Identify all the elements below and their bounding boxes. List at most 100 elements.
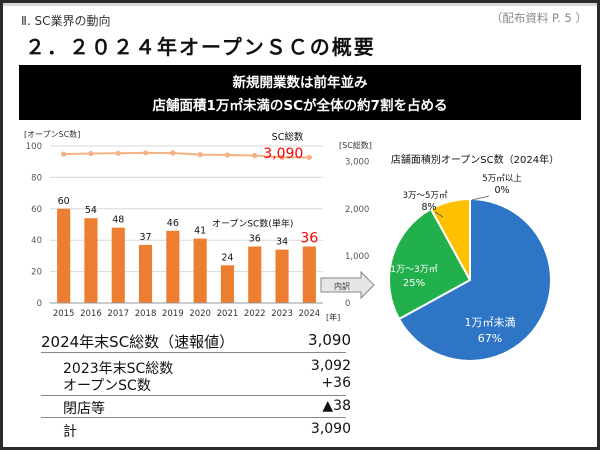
headline-banner: 新規開業数は前年並み 店舗面積1万㎡未満のSCが全体の約7割を占める (19, 65, 581, 120)
banner-line-1: 新規開業数は前年並み (232, 75, 368, 91)
summary-row-value: 3,092 (310, 358, 351, 374)
slide-top-strip (3, 3, 597, 6)
pie-slice (429, 197, 471, 281)
y-tick-label-right: 1,000 (345, 252, 369, 262)
summary-row: オープンSC数 +36 (41, 375, 351, 395)
bar-data-label: 41 (194, 226, 206, 237)
summary-divider (41, 417, 346, 418)
page-title: ２．２０２４年オープンＳＣの概要 (25, 35, 376, 59)
right-axis-label: [SC総数] (339, 140, 372, 150)
line-point-sc-total (252, 152, 258, 159)
section-label: Ⅱ. SC業界の動向 (21, 14, 111, 28)
slide: Ⅱ. SC業界の動向 （配布資料 P. 5 ） ２．２０２４年オープンＳＣの概要… (3, 3, 597, 447)
left-axis-label: [オープンSC数] (24, 129, 80, 139)
bar-data-label: 34 (276, 237, 288, 248)
bar-open-sc (193, 238, 207, 303)
y-tick-label-right: 3,000 (345, 158, 369, 168)
bar-data-label: 24 (221, 252, 233, 263)
line-point-sc-total (142, 150, 149, 156)
sc-total-series-name: SC総数 (272, 131, 304, 143)
summary-row-label: 閉店等 (63, 401, 105, 417)
breakdown-arrow (320, 270, 375, 300)
line-point-sc-total (224, 152, 231, 158)
document-reference: （配布資料 P. 5 ） (490, 11, 587, 25)
pie-label-value: 8% (421, 202, 436, 213)
y-tick-label-left: 80 (31, 173, 42, 183)
line-point-sc-total (115, 150, 121, 156)
summary-row-label: オープンSC数 (63, 378, 151, 394)
y-tick-label-left: 0 (37, 299, 42, 309)
x-tick-label: 2016 (80, 309, 102, 319)
line-point-sc-total (306, 154, 312, 161)
bar-open-sc (248, 246, 262, 303)
charts-canvas: 0 20 40 60 80 100 0 1,000 2,000 3,000 [オープンSC数] [SC… (24, 129, 559, 362)
summary-total-label: 計 (63, 424, 77, 440)
open-sc-value-highlight: 36 (300, 230, 318, 246)
bar-open-sc (302, 246, 316, 303)
summary-divider (41, 395, 346, 396)
pie-leader-line (434, 211, 444, 218)
y-tick-label-right: 2,000 (345, 205, 369, 215)
bar-open-sc (57, 208, 71, 303)
x-tick-label: 2024 (299, 309, 321, 319)
breakdown-arrow-label: 内訳 (334, 281, 350, 291)
summary-total-value: 3,090 (310, 421, 351, 437)
pie-label-name: 1万㎡未満 (465, 316, 516, 329)
summary-row: 2023年末SC総数 3,092 (41, 358, 351, 378)
line-point-sc-total (170, 150, 176, 156)
x-tick-label: 2020 (189, 309, 211, 319)
x-tick-label: 2021 (217, 309, 239, 319)
pie-label-value: 67% (478, 332, 502, 345)
summary-row-value: +36 (321, 375, 351, 391)
summary-heading-row: 2024年末SC総数（速報値） 3,090 (41, 331, 351, 352)
pie-label-name: 5万㎡以上 (482, 174, 522, 184)
pie-label-value: 0% (494, 185, 509, 196)
x-tick-label: 2015 (53, 309, 75, 319)
x-tick-label: 2019 (162, 309, 184, 319)
summary-divider (41, 352, 346, 353)
summary-heading-value: 3,090 (308, 331, 351, 349)
y-tick-label-left: 20 (31, 268, 42, 278)
y-tick-label-left: 40 (31, 236, 42, 246)
bar-data-label: 48 (112, 215, 124, 226)
summary-row-value: ▲38 (322, 398, 351, 414)
summary-heading-label: 2024年末SC総数（速報値） (41, 333, 235, 351)
x-tick-label: 2023 (271, 309, 293, 319)
bar-open-sc (111, 227, 125, 303)
pie-title: 店舗面積別オープンSC数（2024年） (391, 153, 559, 166)
line-point-sc-total (61, 151, 67, 157)
x-unit-label: [年] (326, 312, 340, 322)
summary-row: 閉店等 ▲38 (41, 398, 351, 418)
line-point-sc-total (197, 152, 203, 158)
x-tick-label: 2022 (244, 309, 266, 319)
bar-open-sc (138, 244, 153, 303)
summary-row-label: 2023年末SC総数 (63, 361, 174, 377)
banner-line-2: 店舗面積1万㎡未満のSCが全体の約7割を占める (152, 98, 448, 114)
x-tick-label: 2017 (107, 309, 129, 319)
pie-label-name: 3万～5万㎡ (403, 191, 448, 201)
bar-data-label: 37 (140, 232, 152, 243)
bar-data-label: 46 (167, 218, 179, 229)
bar-open-sc (166, 230, 180, 303)
bar-data-label: 54 (85, 205, 97, 216)
bar-data-label: 36 (249, 233, 261, 244)
bar-open-sc (275, 249, 289, 303)
bar-open-sc (84, 218, 98, 303)
pie-label-value: 25% (403, 278, 425, 289)
y-tick-label-right: 0 (345, 299, 350, 309)
pie-slice (397, 197, 552, 362)
pie-slice (388, 207, 472, 321)
sc-total-value-highlight: 3,090 (263, 146, 303, 162)
open-sc-series-name: オープンSC数(単年) (212, 217, 293, 229)
line-sc-total (63, 151, 310, 159)
bar-data-label: 60 (58, 196, 70, 207)
pie-label-name: 1万～3万㎡ (390, 264, 437, 275)
line-point-sc-total (279, 154, 285, 160)
x-tick-label: 2018 (135, 309, 157, 319)
line-point-sc-total (88, 150, 94, 157)
y-tick-label-left: 100 (26, 142, 42, 152)
pie-leader-line (471, 195, 490, 201)
summary-total-row: 計 3,090 (41, 421, 351, 441)
bar-open-sc (220, 265, 235, 303)
y-tick-label-left: 60 (31, 205, 42, 215)
